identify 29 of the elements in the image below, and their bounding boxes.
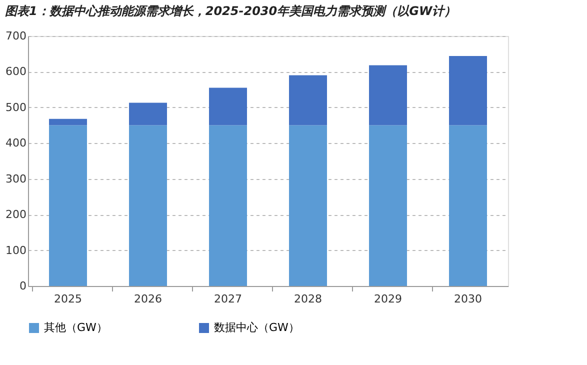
bar [209,125,247,286]
bar [49,125,87,286]
chart-title: 图表1：数据中心推动能源需求增长，2025-2030年美国电力需求预测（以GW计） [5,4,456,18]
x-tick-label: 2030 [454,292,482,306]
bar [449,125,487,286]
bar [369,65,407,126]
y-tick-label: 100 [6,244,26,257]
bar [449,56,487,126]
y-tick-label: 500 [6,100,26,114]
x-tick-label: 2029 [374,292,402,306]
y-tick-label: 400 [6,136,26,150]
y-tick-label: 0 [20,280,26,292]
y-tick-label: 600 [6,65,26,78]
bar [129,125,167,286]
x-tick-label: 2025 [54,292,82,306]
x-tick-label: 2026 [134,292,162,306]
bar [289,125,327,286]
y-tick-label: 300 [6,172,26,186]
legend-label: 数据中心（GW） [214,321,300,334]
y-tick-label: 700 [6,30,26,42]
bar [209,88,247,126]
bar [129,102,167,126]
bar [289,75,327,126]
bar [369,125,407,286]
bar [49,118,87,126]
y-tick-label: 200 [6,208,26,222]
legend-label: 其他（GW） [44,321,108,334]
x-tick-label: 2028 [294,292,322,306]
x-tick-label: 2027 [214,292,242,306]
